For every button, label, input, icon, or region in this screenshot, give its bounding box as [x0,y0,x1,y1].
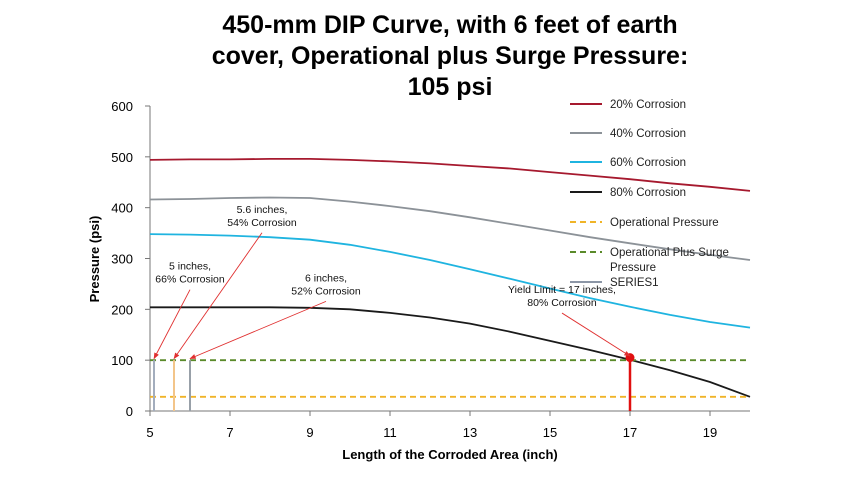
chart-title-line-1: 450-mm DIP Curve, with 6 feet of earth [222,11,678,39]
x-tick-label: 15 [543,425,557,440]
annotation-arrow [561,312,631,357]
legend-label: Operational Plus Surge [610,247,729,259]
legend-label: Pressure [610,262,656,274]
annotation-arrow [153,289,191,360]
annotation-arrow [189,300,327,360]
annotation-label: 6 inches, [305,272,347,284]
annotation-label: 5 inches, [169,261,211,273]
y-tick-label: 400 [111,201,133,216]
annotation-label: 54% Corrosion [227,217,297,229]
annotation-label: 52% Corrosion [291,285,361,297]
annotation-label: 66% Corrosion [155,274,225,286]
y-axis-title: Pressure (psi) [87,216,102,303]
x-tick-label: 11 [383,425,397,440]
annotation-arrow [173,232,263,360]
x-tick-label: 19 [703,425,717,440]
y-tick-label: 600 [111,99,133,114]
legend-label: Operational Pressure [610,217,719,229]
chart-title: 450-mm DIP Curve, with 6 feet of earth c… [150,10,750,103]
y-tick-label: 300 [111,252,133,267]
legend-label: 40% Corrosion [610,128,686,140]
legend-label: SERIES1 [610,277,659,289]
annotation-label: 5.6 inches, [237,204,288,216]
series-line-1 [149,196,751,261]
x-tick-label: 7 [226,425,233,440]
legend-label: 60% Corrosion [610,157,686,169]
y-tick-label: 0 [126,404,133,419]
chart-title-line-2: cover, Operational plus Surge Pressure: [211,42,689,70]
legend-label: 80% Corrosion [610,187,686,199]
x-tick-label: 9 [306,425,313,440]
y-tick-label: 500 [111,150,133,165]
x-tick-label: 17 [623,425,637,440]
series-line-2 [149,233,751,329]
chart-title-line-3: 105 psi [407,73,493,101]
series-line-0 [149,157,751,192]
x-axis-title: Length of the Corroded Area (inch) [342,447,557,462]
annotation-label: Yield Limit = 17 inches, [508,284,616,296]
legend-label: 20% Corrosion [610,99,686,111]
annotation-label: 80% Corrosion [527,297,597,309]
y-tick-label: 100 [111,353,133,368]
series-line-3 [150,306,751,398]
x-tick-label: 13 [463,425,477,440]
x-tick-label: 5 [146,425,153,440]
y-tick-label: 200 [111,302,133,317]
